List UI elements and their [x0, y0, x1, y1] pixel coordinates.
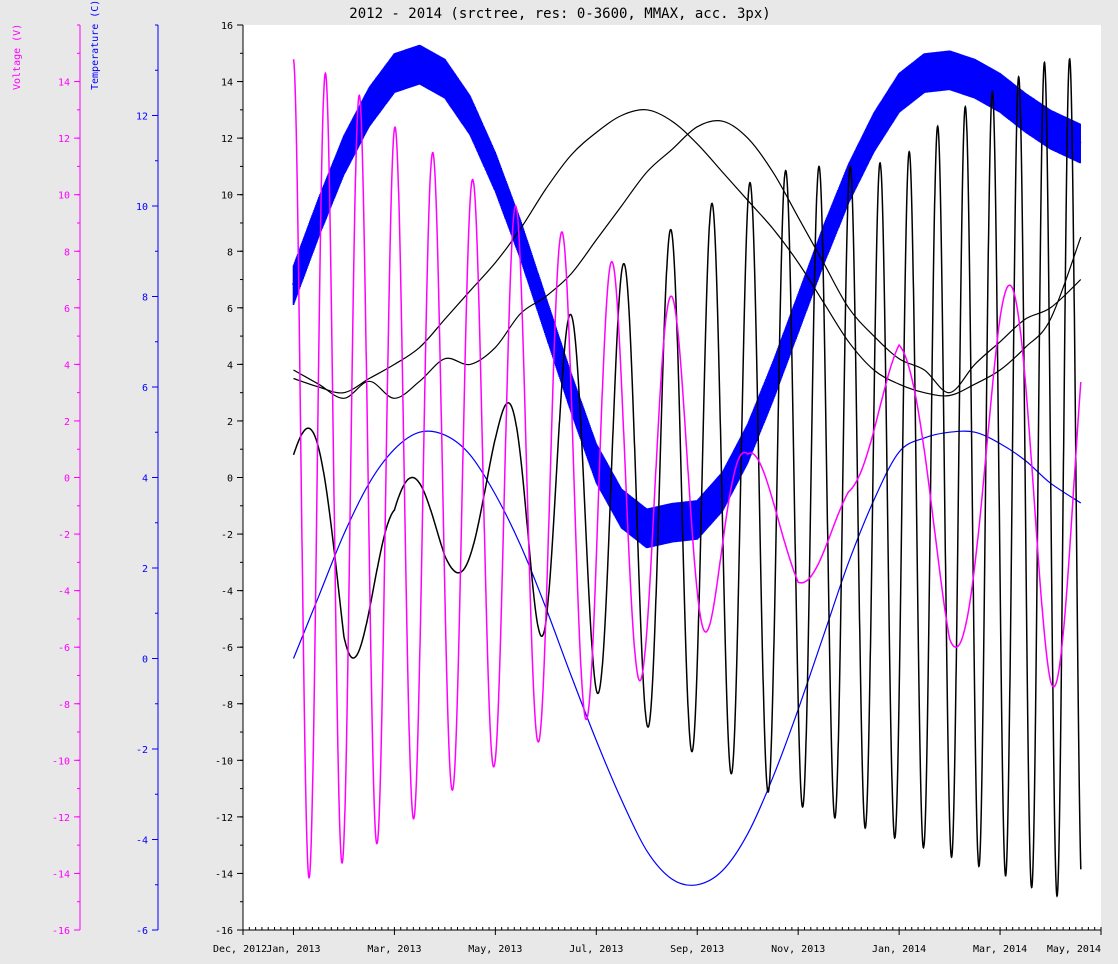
temperature-axis-title: Temperature (C): [90, 0, 101, 90]
voltage-axis-tick-label: 0: [64, 474, 70, 485]
main-axis-tick-label: 14: [221, 78, 233, 89]
voltage-axis-tick-label: -14: [52, 869, 70, 880]
main-axis-tick-label: -2: [221, 530, 233, 541]
temperature-axis-tick-label: -2: [136, 745, 148, 756]
main-axis-tick-label: -10: [215, 756, 233, 767]
temperature-axis-tick-label: -4: [136, 836, 148, 847]
main-axis-tick-label: 10: [221, 191, 233, 202]
voltage-axis-tick-label: 14: [58, 78, 70, 89]
series-4: [292, 57, 1082, 898]
x-axis-tick-label: Jul, 2013: [569, 944, 623, 955]
main-axis-tick-label: 4: [227, 360, 233, 371]
series-line: [292, 430, 1082, 886]
main-axis-tick-label: 8: [227, 247, 233, 258]
main-axis-tick-label: 0: [227, 474, 233, 485]
main-axis-tick-label: 12: [221, 134, 233, 145]
temperature-axis-tick-label: 6: [142, 383, 148, 394]
x-axis-tick-label: Sep, 2013: [670, 944, 724, 955]
chart-title: 2012 - 2014 (srctree, res: 0-3600, MMAX,…: [349, 6, 770, 22]
x-axis-tick-label: May, 2014: [1047, 944, 1101, 955]
x-axis-tick-label: Jan, 2013: [266, 944, 320, 955]
x-axis-tick-label: Dec, 2012: [213, 944, 267, 955]
voltage-axis-tick-label: 8: [64, 247, 70, 258]
voltage-axis-title: Voltage (V): [12, 24, 23, 90]
series-line: [292, 57, 1082, 898]
x-axis-tick-label: Jan, 2014: [872, 944, 926, 955]
temperature-axis-tick-label: 8: [142, 293, 148, 304]
voltage-axis-tick-label: 12: [58, 134, 70, 145]
voltage-axis-tick-label: -4: [58, 587, 70, 598]
series-layer: [292, 44, 1082, 898]
voltage-axis-tick-label: 4: [64, 360, 70, 371]
temperature-axis-tick-label: 12: [136, 112, 148, 123]
main-axis-tick-label: 6: [227, 304, 233, 315]
series-line: [292, 59, 1082, 879]
x-axis-tick-label: Mar, 2014: [973, 944, 1027, 955]
voltage-axis-tick-label: 2: [64, 417, 70, 428]
voltage-axis-tick-label: -12: [52, 813, 70, 824]
temperature-axis-tick-label: 2: [142, 564, 148, 575]
series-line: [293, 120, 1082, 399]
temperature-axis-tick-label: 10: [136, 202, 148, 213]
voltage-axis-tick-label: 6: [64, 304, 70, 315]
x-axis-tick-label: May, 2013: [468, 944, 522, 955]
series-1: [292, 430, 1082, 886]
main-axis-tick-label: -8: [221, 700, 233, 711]
temperature-axis-tick-label: 4: [142, 474, 148, 485]
temperature-axis-tick-label: 0: [142, 655, 148, 666]
series-line: [292, 62, 1082, 531]
x-axis-tick-label: Nov, 2013: [771, 944, 825, 955]
x-axis-tick-label: Mar, 2013: [367, 944, 421, 955]
voltage-axis-tick-label: 10: [58, 191, 70, 202]
series-0: [292, 44, 1082, 549]
main-axis-tick-label: -4: [221, 587, 233, 598]
axes-layer: -16 -14 -12 -10 -8 -6 -4 -2 0 2 4 6 8 10 12 14 16 -16 -14 -…: [12, 0, 1102, 955]
voltage-axis-tick-label: -10: [52, 756, 70, 767]
main-axis-tick-label: -14: [215, 869, 233, 880]
voltage-axis-tick-label: -6: [58, 643, 70, 654]
series-3: [293, 120, 1082, 399]
main-axis-tick-label: -6: [221, 643, 233, 654]
series-5: [292, 59, 1082, 879]
voltage-axis-tick-label: -16: [52, 926, 70, 937]
main-axis-tick-label: -16: [215, 926, 233, 937]
main-axis-tick-label: 16: [221, 21, 233, 32]
voltage-axis-tick-label: -8: [58, 700, 70, 711]
main-axis-tick-label: 2: [227, 417, 233, 428]
main-axis-tick-label: -12: [215, 813, 233, 824]
temperature-axis-tick-label: -6: [136, 926, 148, 937]
voltage-axis-tick-label: -2: [58, 530, 70, 541]
